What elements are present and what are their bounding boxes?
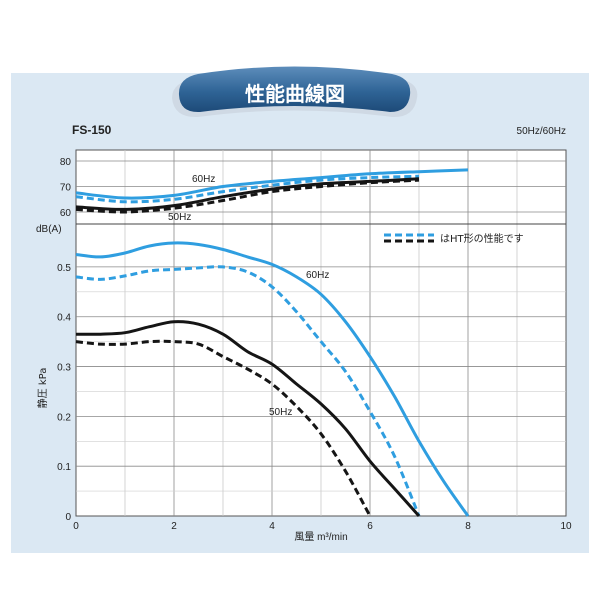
pressure-curve-60hz-dashed <box>75 265 421 517</box>
title-banner-shape <box>178 66 411 113</box>
x-tick-label: 10 <box>560 521 572 532</box>
noise-curve-60hz-solid <box>75 168 469 200</box>
noise-curve-60hz-dashed <box>75 174 420 204</box>
noise-tick-label: 60 <box>60 208 72 219</box>
noise-50hz-label: 50Hz <box>168 212 191 223</box>
y-tick-label: 0.3 <box>57 363 71 374</box>
noise-curve-50hz-dashed <box>75 178 420 214</box>
performance-curves <box>75 168 470 517</box>
axis-ticks: 0 2 4 6 8 10 0 0.1 0.2 0.3 0.4 0.5 60 70 80 <box>57 157 572 532</box>
noise-tick-label: 70 <box>60 183 72 194</box>
y-tick-label: 0.4 <box>57 313 71 324</box>
pressure-curve-50hz-solid <box>75 320 421 517</box>
noise-axis-title: dB(A) <box>36 224 62 235</box>
x-tick-label: 0 <box>73 521 79 532</box>
pressure-curve-50hz-dashed <box>75 339 372 517</box>
title-banner: 性能曲線図 <box>172 66 418 118</box>
x-tick-label: 2 <box>171 521 177 532</box>
frequency-label: 50Hz/60Hz <box>517 126 566 137</box>
x-tick-label: 4 <box>269 521 275 532</box>
chart-title: 性能曲線図 <box>245 82 345 106</box>
pressure-60hz-label: 60Hz <box>306 270 329 281</box>
y-axis-title: 静圧 kPa <box>36 368 49 409</box>
legend-label: はHT形の性能です <box>440 232 524 245</box>
model-label: FS-150 <box>72 123 112 137</box>
noise-tick-label: 80 <box>60 157 72 168</box>
x-axis-title: 風量 m³/min <box>294 531 347 543</box>
x-tick-label: 8 <box>465 521 471 532</box>
y-tick-label: 0.1 <box>57 462 71 473</box>
y-tick-label: 0 <box>65 512 71 523</box>
x-tick-label: 6 <box>367 521 373 532</box>
noise-60hz-label: 60Hz <box>192 174 215 185</box>
y-tick-label: 0.5 <box>57 263 71 274</box>
y-tick-label: 0.2 <box>57 412 71 423</box>
pressure-50hz-label: 50Hz <box>269 407 292 418</box>
legend: はHT形の性能です <box>384 232 524 245</box>
pressure-curve-60hz-solid <box>75 241 470 517</box>
